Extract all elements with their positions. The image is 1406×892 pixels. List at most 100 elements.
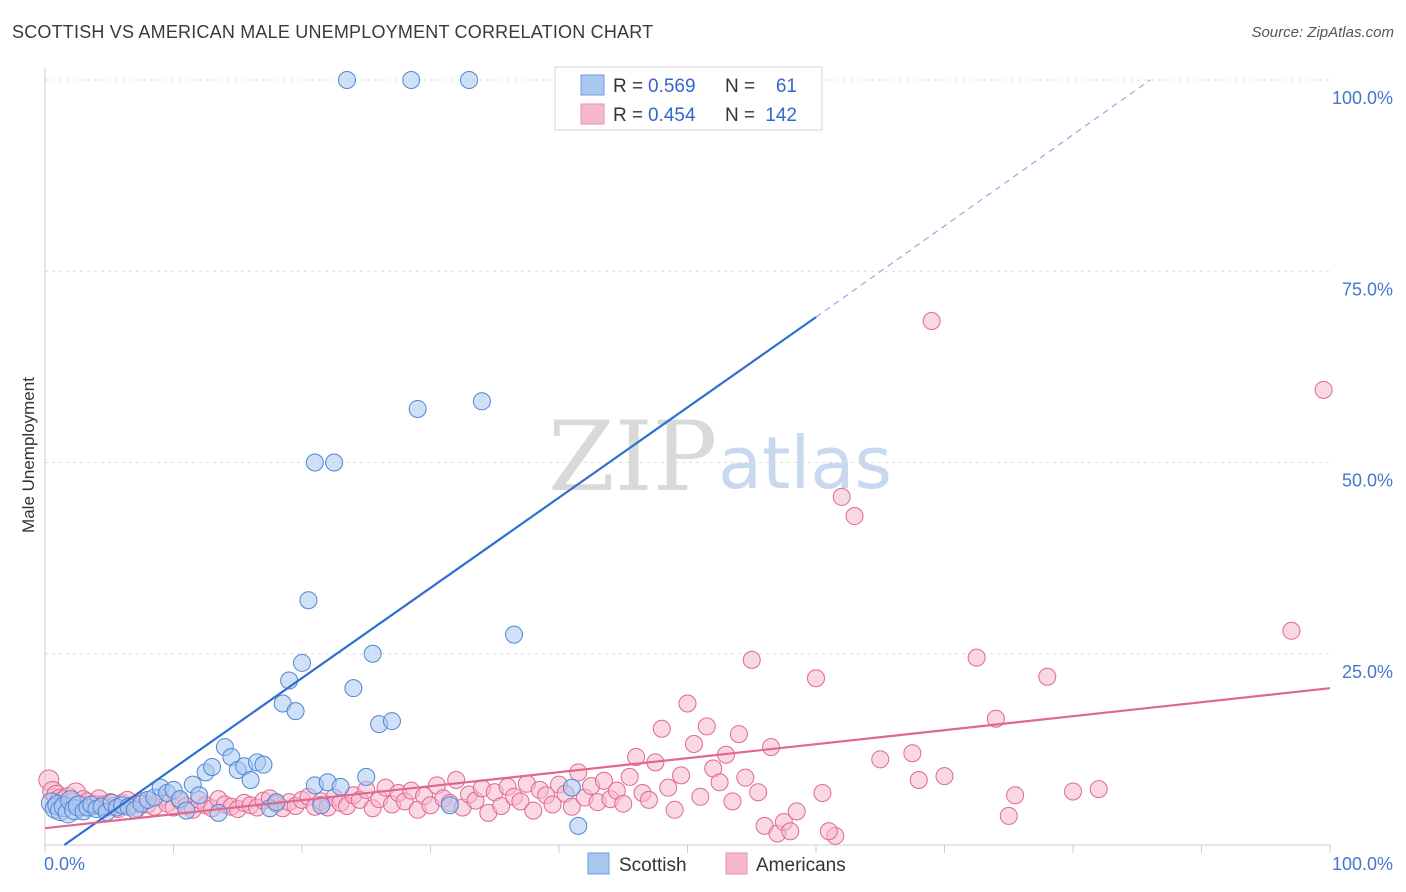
americans-point (697, 717, 716, 736)
scottish-point (382, 712, 401, 731)
scottish-point (305, 453, 324, 472)
y-tick-label-25: 25.0% (1342, 662, 1393, 682)
americans-point (678, 694, 697, 713)
bottom-legend-americans: Americans (756, 855, 846, 876)
scottish-point (472, 392, 491, 411)
americans-point (807, 669, 825, 688)
legend-r-label-1: R = (613, 76, 643, 97)
legend-n-label-1: N = (725, 76, 755, 97)
americans-point (562, 797, 581, 816)
americans-point (620, 767, 639, 786)
series-legend: Scottish Americans (587, 852, 846, 876)
americans-point (511, 792, 530, 811)
legend-swatch-americans (580, 103, 605, 125)
scottish-series (40, 71, 588, 835)
scottish-point (209, 803, 228, 822)
americans-point (935, 767, 954, 786)
scottish-point (293, 653, 311, 672)
scottish-point (402, 71, 421, 89)
legend-n-value-1: 61 (776, 76, 797, 97)
americans-point (781, 822, 800, 841)
trend-lines (44, 79, 1331, 846)
y-axis-label: Male Unemployment (19, 377, 38, 533)
americans-point (659, 778, 678, 797)
americans-point (922, 311, 941, 330)
bottom-legend-swatch-americans (725, 852, 748, 875)
y-tick-label-50: 50.0% (1342, 471, 1393, 491)
scottish-point (344, 679, 363, 698)
legend-r-value-2: 0.454 (648, 105, 696, 126)
americans-point (762, 738, 781, 757)
americans-point (819, 822, 838, 841)
americans-point (967, 648, 986, 667)
americans-point (832, 487, 851, 506)
scottish-point (177, 801, 196, 820)
scottish-point (357, 767, 376, 786)
scottish-point (408, 399, 427, 418)
x-tick-label-left: 0.0% (44, 854, 85, 874)
americans-point (672, 766, 691, 785)
americans-point (1038, 667, 1057, 686)
americans-point (749, 783, 768, 802)
scottish-point (460, 71, 479, 89)
americans-point (684, 735, 703, 754)
legend-n-value-2: 142 (765, 105, 797, 126)
americans-point (787, 802, 806, 821)
scottish-point (440, 796, 459, 815)
americans-point (543, 795, 562, 814)
x-tick-label-right: 100.0% (1332, 854, 1393, 874)
scottish-point (505, 625, 524, 644)
americans-point (569, 763, 588, 782)
americans-point (903, 744, 922, 763)
grid (45, 79, 1330, 655)
scottish-point (569, 816, 588, 835)
legend-swatch-scottish (580, 74, 605, 96)
americans-point (1006, 786, 1025, 805)
axes (44, 68, 1331, 853)
americans-point (729, 725, 748, 744)
americans-point (691, 787, 710, 806)
americans-point (1089, 780, 1108, 799)
scottish-point (254, 755, 273, 774)
americans-point (614, 794, 633, 813)
scottish-point (203, 757, 222, 776)
legend-r-label-2: R = (613, 105, 643, 126)
scottish-point (562, 778, 581, 797)
americans-point (1282, 621, 1301, 640)
watermark-zip: ZIP (548, 401, 717, 513)
americans-point (871, 750, 890, 769)
americans-point (999, 806, 1018, 825)
americans-point (742, 650, 761, 669)
americans-point (447, 770, 466, 789)
scottish-point (331, 777, 350, 796)
scottish-point (363, 644, 382, 663)
americans-point (723, 792, 742, 811)
americans-trend-line (44, 687, 1331, 830)
americans-point (524, 801, 543, 820)
correlation-legend: R = 0.569 N = 61 R = 0.454 N = 142 (554, 66, 823, 131)
americans-point (594, 771, 613, 790)
y-tick-label-100: 100.0% (1332, 88, 1393, 108)
scottish-point (337, 71, 356, 89)
scottish-point (286, 702, 305, 721)
bottom-legend-swatch-scottish (587, 852, 610, 875)
scottish-point (325, 453, 344, 472)
americans-point (639, 790, 658, 809)
americans-point (492, 796, 511, 815)
scottish-point (312, 796, 331, 815)
americans-point (1314, 380, 1333, 399)
bottom-legend-scottish: Scottish (619, 855, 687, 876)
scottish-trend-line (63, 316, 817, 846)
legend-r-value-1: 0.569 (648, 76, 696, 97)
legend-n-label-2: N = (725, 105, 755, 126)
americans-point (1064, 782, 1082, 801)
americans-point (736, 768, 755, 787)
americans-point (845, 507, 864, 526)
source-label: Source: ZipAtlas.com (1251, 24, 1394, 41)
americans-point (627, 748, 646, 767)
scottish-point (299, 591, 318, 610)
americans-point (710, 773, 729, 792)
chart-title: SCOTTISH VS AMERICAN MALE UNEMPLOYMENT C… (12, 22, 654, 42)
scottish-point (190, 786, 209, 805)
